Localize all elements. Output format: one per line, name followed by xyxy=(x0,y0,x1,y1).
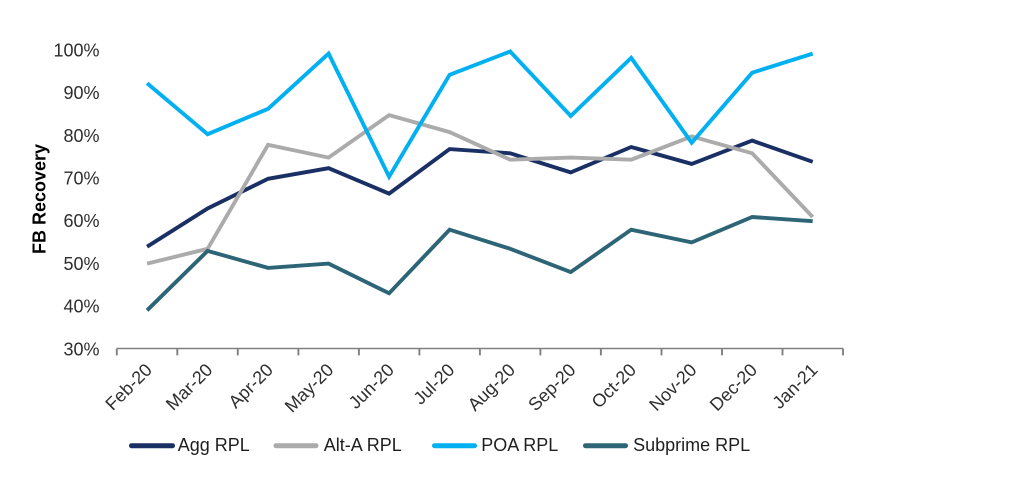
svg-text:100%: 100% xyxy=(53,40,99,60)
svg-text:70%: 70% xyxy=(63,169,99,189)
svg-text:50%: 50% xyxy=(63,254,99,274)
svg-text:60%: 60% xyxy=(63,211,99,231)
svg-text:Agg RPL: Agg RPL xyxy=(178,435,250,455)
svg-text:FB Recovery: FB Recovery xyxy=(29,144,49,254)
svg-text:Subprime RPL: Subprime RPL xyxy=(633,435,750,455)
svg-text:40%: 40% xyxy=(63,297,99,317)
svg-text:90%: 90% xyxy=(63,83,99,103)
svg-text:POA RPL: POA RPL xyxy=(481,435,558,455)
svg-text:80%: 80% xyxy=(63,126,99,146)
svg-text:30%: 30% xyxy=(63,339,99,359)
svg-text:Alt-A RPL: Alt-A RPL xyxy=(324,435,402,455)
